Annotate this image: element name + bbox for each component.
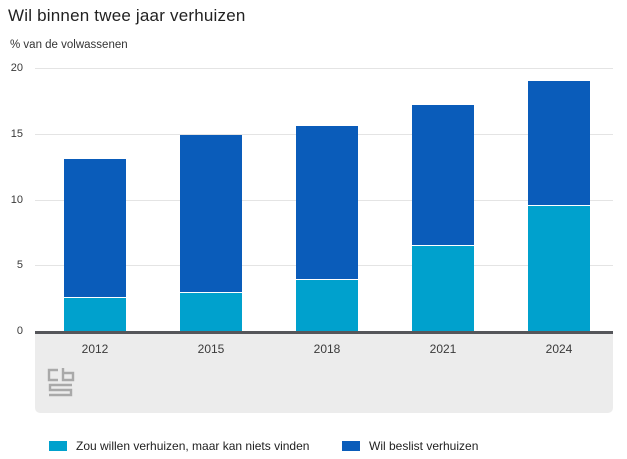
x-tick-label-2024: 2024 bbox=[545, 342, 573, 356]
bar-segment-2021-series1[interactable] bbox=[412, 105, 474, 245]
bar-2024 bbox=[528, 80, 590, 331]
bar-segment-2024-series0[interactable] bbox=[528, 206, 590, 331]
bar-segment-2012-series0[interactable] bbox=[64, 298, 126, 331]
bar-2012 bbox=[64, 158, 126, 331]
cbs-logo-icon bbox=[47, 368, 75, 397]
bar-segment-2018-series1[interactable] bbox=[296, 126, 358, 279]
bar-segment-2018-series0[interactable] bbox=[296, 279, 358, 331]
x-tick-label-2021: 2021 bbox=[429, 342, 457, 356]
legend-item-wil-beslist-verhuizen[interactable]: Wil beslist verhuizen bbox=[342, 439, 478, 453]
bar-segment-2015-series1[interactable] bbox=[180, 135, 242, 292]
x-tick-label-2018: 2018 bbox=[313, 342, 341, 356]
legend-label: Wil beslist verhuizen bbox=[369, 439, 479, 453]
x-tick-label-2015: 2015 bbox=[197, 342, 225, 356]
chart-title: Wil binnen twee jaar verhuizen bbox=[8, 6, 246, 25]
plot-area bbox=[35, 68, 613, 331]
bar-2018 bbox=[296, 125, 358, 331]
y-axis: 0 5 10 15 20 bbox=[0, 62, 26, 337]
gridline-20 bbox=[35, 68, 613, 69]
y-tick-label-20: 20 bbox=[10, 62, 23, 74]
bar-segment-2021-series0[interactable] bbox=[412, 245, 474, 331]
legend-swatch-lightblue bbox=[49, 441, 67, 451]
y-tick-label-15: 15 bbox=[10, 127, 23, 140]
y-tick-label-0: 0 bbox=[16, 325, 23, 337]
bar-segment-2012-series1[interactable] bbox=[64, 159, 126, 298]
legend-label: Zou willen verhuizen, maar kan niets vin… bbox=[76, 439, 310, 453]
chart-subtitle: % van de volwassenen bbox=[10, 39, 128, 51]
x-tick-label-2012: 2012 bbox=[81, 342, 109, 356]
legend-swatch-darkblue bbox=[342, 441, 360, 451]
y-tick-label-10: 10 bbox=[10, 193, 23, 206]
legend: Zou willen verhuizen, maar kan niets vin… bbox=[0, 437, 627, 457]
bar-2021 bbox=[412, 104, 474, 331]
bar-2015 bbox=[180, 134, 242, 331]
x-axis-line bbox=[35, 331, 613, 334]
legend-item-zou-willen-verhuizen[interactable]: Zou willen verhuizen, maar kan niets vin… bbox=[49, 439, 309, 453]
y-tick-label-5: 5 bbox=[16, 259, 23, 272]
x-axis-band: 2012 2015 2018 2021 2024 bbox=[35, 334, 613, 413]
bar-segment-2015-series0[interactable] bbox=[180, 292, 242, 331]
bar-segment-2024-series1[interactable] bbox=[528, 81, 590, 206]
